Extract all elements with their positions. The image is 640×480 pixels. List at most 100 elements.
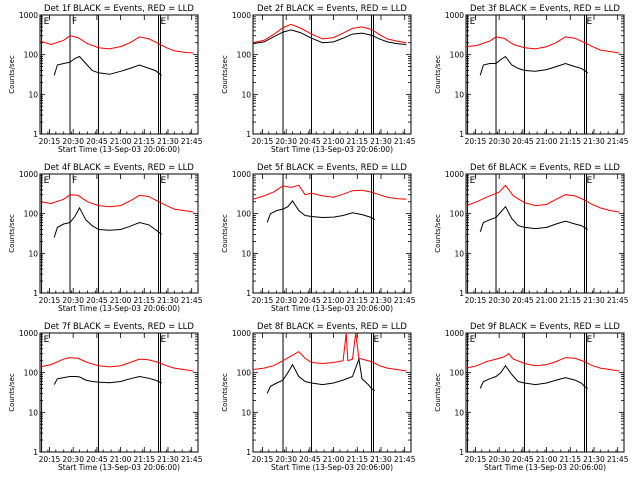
series-line-lld [465,184,620,213]
y-tick-label: 100 [450,51,465,60]
x-tick-label: 20:30 [275,455,297,464]
panel-title: Det 6f BLACK = Events, RED = LLD [470,163,620,173]
x-tick-label: 21:30 [583,137,605,146]
x-tick-label: 21:00 [323,455,345,464]
y-axis-label: Counts/sec [8,55,16,94]
x-tick-label: 21:45 [394,296,416,305]
plot-frame [39,14,199,135]
panel-det-6: Det 6f BLACK = Events, RED = LLD 1 10 100 10… [434,163,629,305]
x-tick-label: 20:45 [512,137,534,146]
plot-frame [465,14,625,135]
interval-marker-label: E [161,17,167,27]
x-tick-label: 21:00 [536,296,558,305]
y-tick-label: 1000 [445,329,464,338]
plot-frame [252,173,412,294]
y-tick-label: 10 [28,90,38,99]
y-tick-label: 1 [33,130,38,139]
series-line-lld [39,357,194,372]
interval-marker-label: E [44,17,50,27]
x-tick-label: 20:15 [252,137,274,146]
y-tick-label: 10 [241,408,251,417]
plot-frame [39,173,199,294]
x-tick-label: 21:45 [181,137,203,146]
interval-marker-label: E [161,176,167,186]
x-tick-label: 20:30 [275,137,297,146]
x-tick-label: 21:15 [559,455,581,464]
x-tick-label: 21:30 [370,455,392,464]
y-tick-label: 1 [33,289,38,298]
y-tick-label: 10 [28,249,38,258]
panel-det-1: Det 1f BLACK = Events, RED = LLD 1 10 100 10… [8,4,203,154]
x-axis-label: Start Time (13-Sep-03 20:06:00) [271,304,393,313]
x-tick-label: 21:45 [607,296,629,305]
panel-title: Det 8f BLACK = Events, RED = LLD [257,322,407,332]
panel-det-3: Det 3f BLACK = Events, RED = LLD 1 10 100 10… [434,4,629,146]
y-tick-label: 1 [459,289,464,298]
x-axis-label: Start Time (13-Sep-03 20:06:00) [271,463,393,472]
interval-marker-label: E [161,335,167,345]
x-tick-label: 21:00 [323,296,345,305]
x-tick-label: 20:30 [62,455,84,464]
x-axis-label: Start Time (13-Sep-03 20:06:00) [58,304,180,313]
x-tick-label: 21:30 [157,137,179,146]
x-tick-label: 20:30 [488,455,510,464]
x-tick-label: 20:15 [465,455,487,464]
x-tick-label: 20:30 [275,296,297,305]
x-tick-label: 21:30 [583,296,605,305]
series-line-lld [465,353,620,372]
x-tick-label: 21:00 [110,137,132,146]
y-tick-label: 1000 [445,11,464,20]
y-tick-label: 1 [246,130,251,139]
x-tick-label: 20:45 [86,455,108,464]
x-tick-label: 20:15 [39,296,61,305]
x-tick-label: 21:15 [133,137,155,146]
interval-marker-label: F [72,17,77,27]
interval-marker-label: E [470,335,476,345]
plot-frame [252,332,412,453]
x-tick-label: 21:45 [394,455,416,464]
x-tick-label: 21:15 [346,455,368,464]
y-axis-label: Counts/sec [434,214,442,253]
series-line-lld [39,35,194,54]
x-tick-label: 21:00 [536,455,558,464]
y-tick-label: 1000 [19,11,38,20]
x-axis-label: Start Time (13-Sep-03 20:06:00) [58,145,180,154]
panel-det-9: Det 9f BLACK = Events, RED = LLD 1 10 100 10… [434,322,629,472]
x-tick-label: 21:00 [536,137,558,146]
x-tick-label: 21:15 [346,296,368,305]
x-tick-label: 21:00 [110,455,132,464]
x-tick-label: 21:45 [607,137,629,146]
x-tick-label: 21:30 [370,296,392,305]
interval-marker-label: E [374,335,380,345]
plot-frame [465,332,625,453]
y-tick-label: 10 [454,90,464,99]
x-tick-label: 20:15 [465,137,487,146]
x-tick-label: 21:45 [181,296,203,305]
interval-marker-label: E [44,176,50,186]
y-axis-label: Counts/sec [8,373,16,412]
x-tick-label: 20:15 [252,455,274,464]
x-tick-label: 21:00 [323,137,345,146]
x-tick-label: 21:00 [110,296,132,305]
y-tick-label: 100 [450,210,465,219]
interval-marker-label: E [44,335,50,345]
panel-title: Det 3f BLACK = Events, RED = LLD [470,4,620,14]
x-tick-label: 20:30 [488,137,510,146]
x-tick-label: 20:45 [86,137,108,146]
y-tick-label: 100 [24,369,39,378]
x-tick-label: 20:30 [62,296,84,305]
x-tick-label: 21:30 [157,296,179,305]
panel-det-5: Det 5f BLACK = Events, RED = LLD 1 10 100 10… [221,163,416,313]
y-tick-label: 100 [237,210,252,219]
y-tick-label: 10 [454,249,464,258]
interval-marker-label: E [587,335,593,345]
series-line-lld [252,184,407,200]
panel-det-8: Det 8f BLACK = Events, RED = LLD 1 10 100 10… [221,322,416,472]
x-tick-label: 21:30 [370,137,392,146]
x-tick-label: 21:15 [346,137,368,146]
y-tick-label: 100 [24,210,39,219]
series-line-events [266,357,375,394]
interval-marker-label: E [587,17,593,27]
y-tick-label: 100 [237,51,252,60]
y-tick-label: 1000 [232,170,251,179]
